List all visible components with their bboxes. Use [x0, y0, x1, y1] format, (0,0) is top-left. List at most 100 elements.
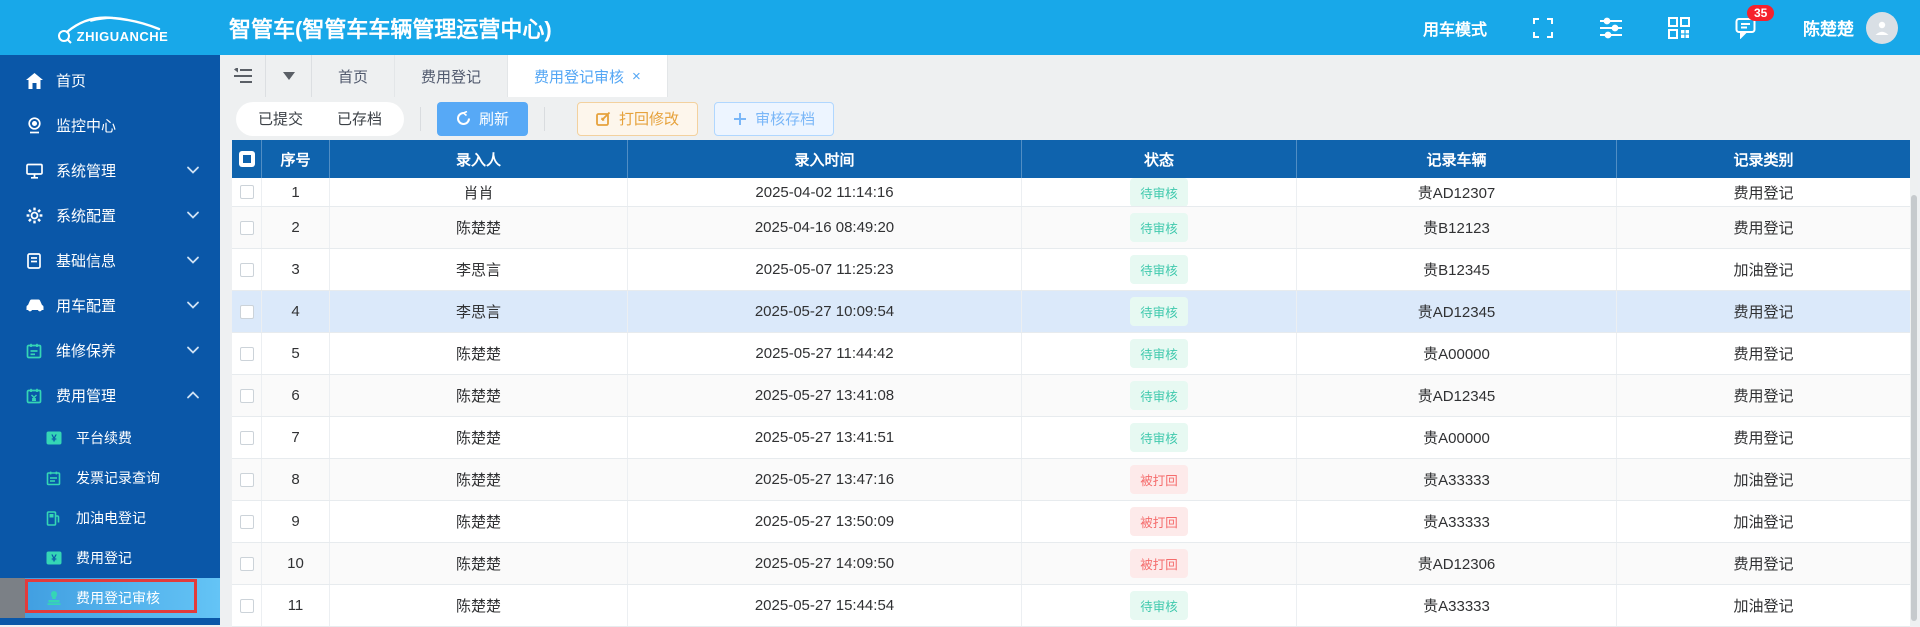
sidebar-subitem-register[interactable]: ¥费用登记	[0, 538, 220, 578]
tab-list-caret-icon[interactable]	[266, 55, 312, 97]
reject-edit-button[interactable]: 打回修改	[577, 102, 698, 136]
logo-text: ZHIGUANCHE	[77, 29, 169, 44]
status-badge: 被打回	[1130, 549, 1188, 578]
no-cell: 7	[262, 417, 330, 458]
sidebar-subitem-fuel[interactable]: 加油电登记	[0, 498, 220, 538]
filter-pill: 已提交 已存档	[236, 102, 404, 136]
time-cell: 2025-05-27 11:44:42	[628, 333, 1022, 374]
vehicle-cell: 贵A00000	[1297, 417, 1617, 458]
row-checkbox[interactable]	[240, 389, 254, 403]
name-cell: 陈楚楚	[330, 375, 628, 416]
refresh-button[interactable]: 刷新	[437, 102, 528, 136]
magnifier-icon	[57, 29, 73, 45]
sidebar-item-gear[interactable]: 系统配置	[0, 193, 220, 238]
sidebar-menu: 首页监控中心系统管理系统配置基础信息用车配置维修保养费用管理	[0, 58, 220, 418]
filter-archived[interactable]: 已存档	[337, 108, 382, 129]
row-checkbox-cell	[232, 459, 262, 500]
fullscreen-icon[interactable]	[1531, 16, 1555, 40]
status-badge: 被打回	[1130, 507, 1188, 536]
avatar[interactable]	[1866, 12, 1898, 44]
user-menu[interactable]: 陈楚楚	[1803, 12, 1898, 44]
select-all-checkbox[interactable]	[239, 151, 255, 167]
time-cell: 2025-05-07 11:25:23	[628, 249, 1022, 290]
renew-icon: ¥	[46, 429, 64, 447]
chevron-down-icon	[186, 162, 200, 179]
vehicle-cell: 贵A33333	[1297, 501, 1617, 542]
messages-icon[interactable]: 35	[1735, 16, 1759, 40]
sidebar-item-expense[interactable]: 费用管理	[0, 373, 220, 418]
page-title: 智管车(智管车车辆管理运营中心)	[229, 12, 552, 44]
home-icon	[26, 72, 44, 90]
status-badge: 待审核	[1130, 297, 1188, 326]
row-checkbox-cell	[232, 178, 262, 206]
sidebar-item-label: 用车配置	[56, 295, 116, 316]
row-checkbox[interactable]	[240, 305, 254, 319]
status-cell: 被打回	[1022, 543, 1297, 584]
status-cell: 待审核	[1022, 178, 1297, 206]
sidebar-item-home[interactable]: 首页	[0, 58, 220, 103]
sidebar-item-label: 首页	[56, 70, 86, 91]
row-checkbox-cell	[232, 291, 262, 332]
sidebar-item-system[interactable]: 系统管理	[0, 148, 220, 193]
row-checkbox-cell	[232, 249, 262, 290]
sidebar-subitem-invoice[interactable]: 发票记录查询	[0, 458, 220, 498]
settings-sliders-icon[interactable]	[1599, 16, 1623, 40]
sidebar-item-label: 系统配置	[56, 205, 116, 226]
row-checkbox[interactable]	[240, 221, 254, 235]
name-cell: 陈楚楚	[330, 459, 628, 500]
row-checkbox[interactable]	[240, 599, 254, 613]
toolbar: 已提交 已存档 刷新 打回修改 审核存档	[220, 97, 1920, 140]
category-cell: 费用登记	[1617, 178, 1910, 206]
plus-icon	[733, 112, 747, 126]
sidebar-item-monitor[interactable]: 监控中心	[0, 103, 220, 148]
vehicle-cell: 贵B12345	[1297, 249, 1617, 290]
sidebar-item-book[interactable]: 基础信息	[0, 238, 220, 283]
vehicle-mode-button[interactable]: 用车模式	[1423, 16, 1487, 40]
sidebar-subitem-renew[interactable]: ¥平台续费	[0, 418, 220, 458]
row-checkbox[interactable]	[240, 473, 254, 487]
tab-expense-audit[interactable]: 费用登记审核×	[508, 55, 668, 97]
row-checkbox[interactable]	[240, 431, 254, 445]
sidebar-item-maintenance[interactable]: 维修保养	[0, 328, 220, 373]
scrollbar-thumb[interactable]	[1911, 195, 1917, 621]
status-cell: 待审核	[1022, 207, 1297, 248]
row-checkbox[interactable]	[240, 347, 254, 361]
vertical-scrollbar[interactable]	[1910, 140, 1918, 625]
time-cell: 2025-05-27 13:47:16	[628, 459, 1022, 500]
tab-expense-register[interactable]: 费用登记	[395, 55, 508, 97]
maintenance-icon	[26, 342, 44, 360]
tab-home[interactable]: 首页	[312, 55, 395, 97]
edit-icon	[596, 111, 611, 126]
qrcode-icon[interactable]	[1667, 16, 1691, 40]
status-cell: 待审核	[1022, 375, 1297, 416]
sidebar-subitem-audit[interactable]: 费用登记审核	[0, 578, 220, 618]
category-cell: 加油登记	[1617, 501, 1910, 542]
time-cell: 2025-05-27 13:41:51	[628, 417, 1022, 458]
name-cell: 李思言	[330, 291, 628, 332]
toolbar-divider	[544, 107, 545, 131]
close-tab-icon[interactable]: ×	[632, 68, 641, 85]
collapse-menu-icon[interactable]	[220, 55, 266, 97]
filter-submitted[interactable]: 已提交	[258, 108, 303, 129]
no-cell: 2	[262, 207, 330, 248]
row-checkbox[interactable]	[240, 557, 254, 571]
sidebar-item-car[interactable]: 用车配置	[0, 283, 220, 328]
row-checkbox[interactable]	[240, 263, 254, 277]
column-header: 序号	[262, 140, 330, 178]
row-checkbox[interactable]	[240, 515, 254, 529]
vehicle-cell: 贵A33333	[1297, 459, 1617, 500]
row-checkbox[interactable]	[240, 185, 254, 199]
audit-archive-button[interactable]: 审核存档	[714, 102, 834, 136]
svg-text:¥: ¥	[51, 434, 57, 445]
